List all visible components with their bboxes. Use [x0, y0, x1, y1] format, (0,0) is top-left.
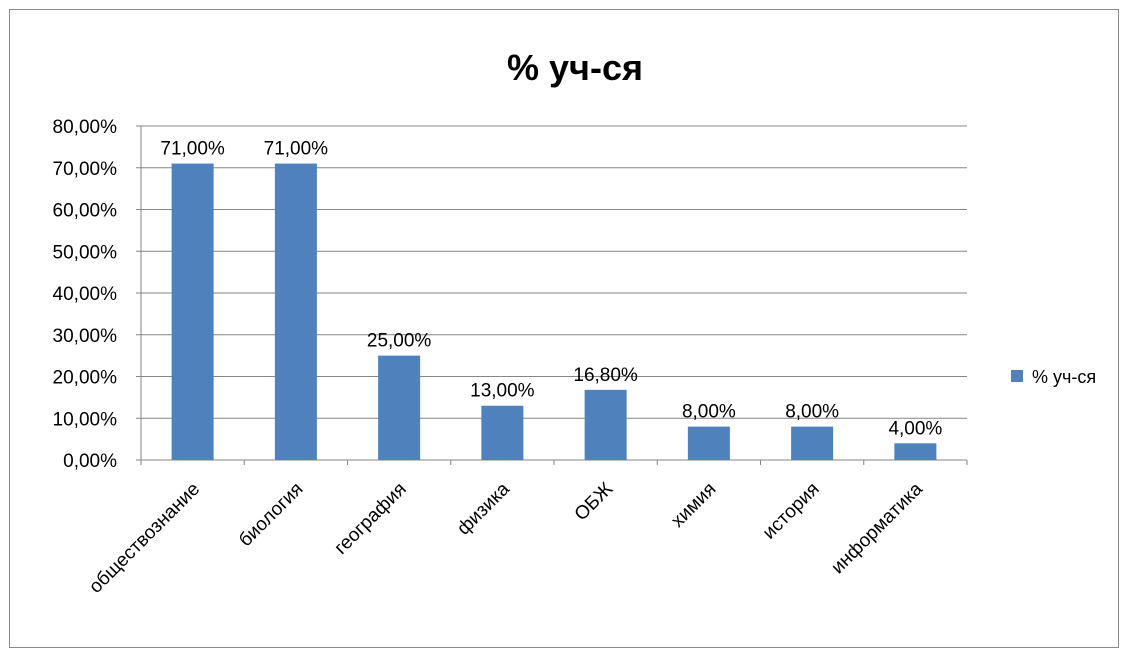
- x-tick-label: ОБЖ: [571, 478, 618, 525]
- bar: [687, 426, 730, 460]
- y-tick-label: 0,00%: [63, 451, 117, 472]
- x-tick-label: физика: [453, 478, 514, 539]
- bars: [171, 163, 937, 460]
- x-tick-label: история: [759, 479, 824, 544]
- bar: [791, 426, 834, 460]
- x-tick-label: информатика: [827, 478, 927, 578]
- y-tick-label: 30,00%: [53, 326, 118, 347]
- data-label: 8,00%: [682, 402, 736, 423]
- bar: [171, 163, 214, 460]
- y-tick-label: 50,00%: [53, 242, 118, 263]
- bar: [378, 355, 421, 460]
- data-label: 4,00%: [888, 418, 942, 439]
- bar: [894, 443, 937, 460]
- y-tick-label: 20,00%: [53, 368, 118, 389]
- data-label: 71,00%: [264, 139, 329, 160]
- gridlines: [141, 125, 967, 419]
- bar: [481, 405, 524, 460]
- x-tick-label: биология: [235, 479, 307, 551]
- y-tick-label: 10,00%: [53, 409, 118, 430]
- x-tick-label: география: [331, 479, 411, 559]
- legend-swatch: [1011, 370, 1023, 382]
- data-label: 13,00%: [470, 381, 535, 402]
- chart-title: % уч-ся: [507, 47, 643, 88]
- x-tick-label: химия: [667, 479, 720, 532]
- data-label: 16,80%: [573, 365, 638, 386]
- y-tick-label: 70,00%: [53, 159, 118, 180]
- data-label: 8,00%: [785, 402, 839, 423]
- data-labels: 71,00% 71,00% 25,00% 13,00% 16,80% 8,00% 8,00%…: [160, 139, 942, 440]
- legend-label: % уч-ся: [1032, 367, 1096, 387]
- x-tick-label: обществознание: [85, 479, 204, 598]
- bar: [274, 163, 317, 460]
- bar: [584, 389, 627, 460]
- y-tick-label: 80,00%: [53, 117, 118, 138]
- data-label: 71,00%: [160, 139, 225, 160]
- y-tick-label: 60,00%: [53, 201, 118, 222]
- y-tick-label: 40,00%: [53, 284, 118, 305]
- data-label: 25,00%: [367, 331, 432, 352]
- legend: % уч-ся: [1011, 367, 1096, 387]
